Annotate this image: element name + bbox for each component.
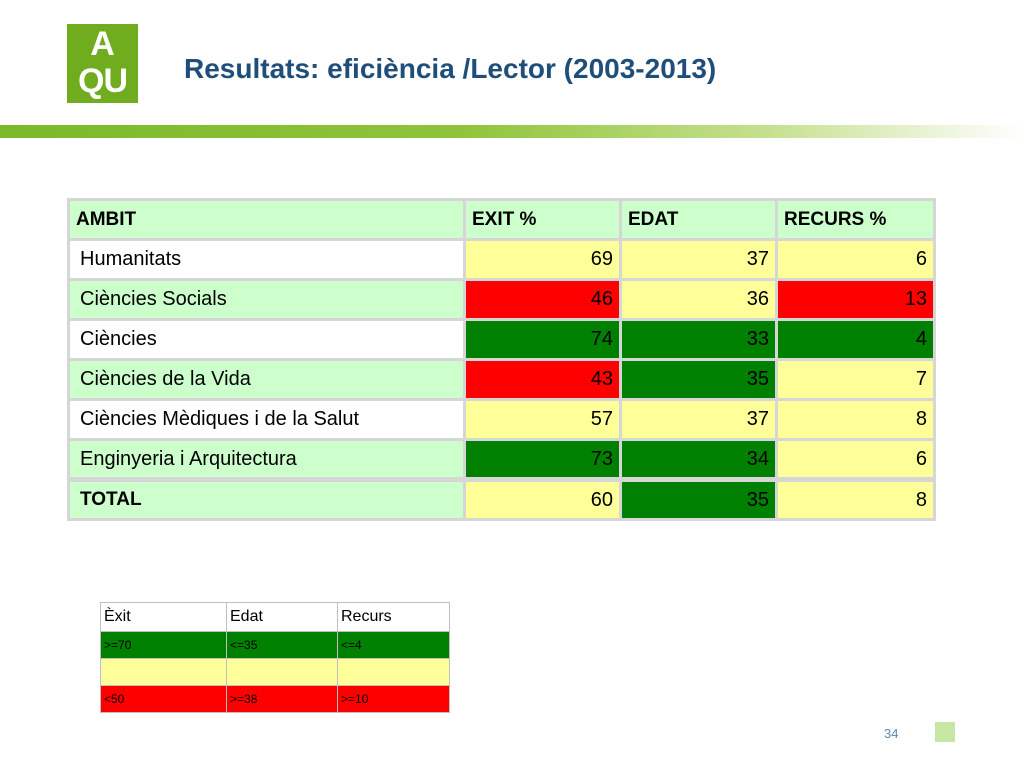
cell-ambit: Humanitats <box>67 238 466 281</box>
cell-ambit: Ciències <box>67 318 466 361</box>
legend-bad-recurs: >=10 <box>337 685 450 713</box>
legend-good-edat: <=35 <box>226 631 338 659</box>
page-marker-square <box>935 722 955 742</box>
legend-good-exit: >=70 <box>100 631 227 659</box>
legend-bad-edat: >=38 <box>226 685 338 713</box>
cell-ambit: Enginyeria i Arquitectura <box>67 438 466 481</box>
legend-header-exit: Èxit <box>100 602 227 632</box>
total-edat: 35 <box>619 477 778 521</box>
cell-exit: 69 <box>463 238 622 281</box>
header-exit: EXIT % <box>463 198 622 241</box>
page-number: 34 <box>884 726 899 741</box>
cell-edat: 35 <box>619 358 778 401</box>
legend-good-recurs: <=4 <box>337 631 450 659</box>
cell-exit: 46 <box>463 278 622 321</box>
cell-ambit: Ciències Socials <box>67 278 466 321</box>
color-legend-table: Èxit Edat Recurs >=70 <=35 <=4 <50 >=38 … <box>100 602 450 713</box>
table-header-row: AMBIT EXIT % EDAT RECURS % <box>67 198 936 241</box>
table-total-row: TOTAL 60 35 8 <box>67 477 936 521</box>
table-row: Ciències Socials 46 36 13 <box>67 278 936 321</box>
header-recurs: RECURS % <box>775 198 936 241</box>
header-ambit: AMBIT <box>67 198 466 241</box>
efficiency-table: AMBIT EXIT % EDAT RECURS % Humanitats 69… <box>67 198 936 521</box>
total-recurs: 8 <box>775 477 936 521</box>
cell-recurs: 4 <box>775 318 936 361</box>
table-row: Ciències 74 33 4 <box>67 318 936 361</box>
table-row: Humanitats 69 37 6 <box>67 238 936 281</box>
legend-bad-row: <50 >=38 >=10 <box>100 685 450 713</box>
legend-header-row: Èxit Edat Recurs <box>100 602 450 632</box>
cell-edat: 33 <box>619 318 778 361</box>
cell-recurs: 7 <box>775 358 936 401</box>
cell-recurs: 13 <box>775 278 936 321</box>
cell-exit: 73 <box>463 438 622 481</box>
title-divider <box>0 125 1024 138</box>
table-row: Enginyeria i Arquitectura 73 34 6 <box>67 438 936 481</box>
legend-bad-exit: <50 <box>100 685 227 713</box>
cell-ambit: Ciències de la Vida <box>67 358 466 401</box>
cell-edat: 37 <box>619 398 778 441</box>
cell-edat: 36 <box>619 278 778 321</box>
legend-mid-exit <box>100 658 227 686</box>
table-row: Ciències de la Vida 43 35 7 <box>67 358 936 401</box>
cell-edat: 37 <box>619 238 778 281</box>
total-label: TOTAL <box>67 477 466 521</box>
slide-title: Resultats: eficiència /Lector (2003-2013… <box>184 53 717 84</box>
cell-exit: 74 <box>463 318 622 361</box>
legend-mid-row <box>100 658 450 686</box>
logo-line-2: QU <box>78 62 128 100</box>
legend-mid-recurs <box>337 658 450 686</box>
cell-ambit: Ciències Mèdiques i de la Salut <box>67 398 466 441</box>
header-edat: EDAT <box>619 198 778 241</box>
cell-recurs: 8 <box>775 398 936 441</box>
legend-good-row: >=70 <=35 <=4 <box>100 631 450 659</box>
cell-exit: 43 <box>463 358 622 401</box>
aqu-logo: A QU <box>67 24 138 103</box>
total-exit: 60 <box>463 477 622 521</box>
legend-header-recurs: Recurs <box>337 602 450 632</box>
cell-recurs: 6 <box>775 438 936 481</box>
legend-header-edat: Edat <box>226 602 338 632</box>
cell-recurs: 6 <box>775 238 936 281</box>
cell-exit: 57 <box>463 398 622 441</box>
table-row: Ciències Mèdiques i de la Salut 57 37 8 <box>67 398 936 441</box>
legend-mid-edat <box>226 658 338 686</box>
logo-line-1: A <box>90 25 115 63</box>
cell-edat: 34 <box>619 438 778 481</box>
